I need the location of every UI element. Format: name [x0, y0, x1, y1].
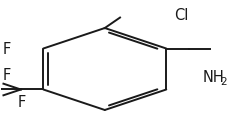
Text: Cl: Cl	[175, 8, 189, 22]
Text: F: F	[3, 68, 11, 83]
Text: F: F	[17, 95, 25, 110]
Text: F: F	[3, 42, 11, 57]
Text: 2: 2	[220, 77, 227, 87]
Text: NH: NH	[203, 70, 225, 85]
